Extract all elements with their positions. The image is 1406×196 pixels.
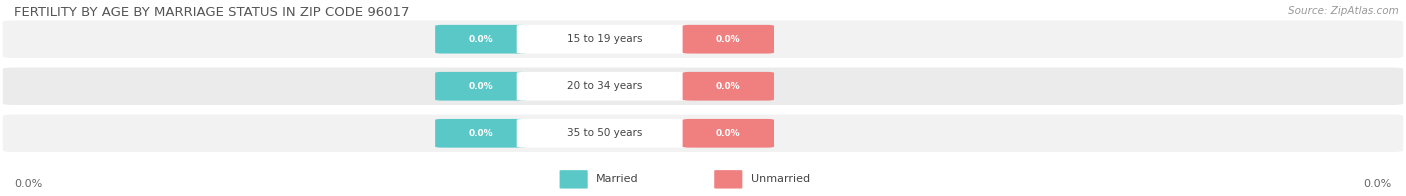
FancyBboxPatch shape: [560, 170, 588, 189]
Text: 0.0%: 0.0%: [468, 82, 494, 91]
Text: 0.0%: 0.0%: [1364, 179, 1392, 189]
Text: 35 to 50 years: 35 to 50 years: [567, 128, 643, 138]
FancyBboxPatch shape: [436, 25, 527, 54]
FancyBboxPatch shape: [436, 72, 527, 101]
Text: FERTILITY BY AGE BY MARRIAGE STATUS IN ZIP CODE 96017: FERTILITY BY AGE BY MARRIAGE STATUS IN Z…: [14, 6, 409, 19]
Text: 0.0%: 0.0%: [716, 129, 741, 138]
FancyBboxPatch shape: [714, 170, 742, 189]
Text: Married: Married: [596, 174, 638, 184]
FancyBboxPatch shape: [436, 119, 527, 148]
Text: 20 to 34 years: 20 to 34 years: [567, 81, 643, 91]
Text: 0.0%: 0.0%: [716, 35, 741, 44]
Text: Unmarried: Unmarried: [751, 174, 810, 184]
FancyBboxPatch shape: [3, 114, 1403, 152]
FancyBboxPatch shape: [517, 72, 693, 101]
Text: 15 to 19 years: 15 to 19 years: [567, 34, 643, 44]
Text: 0.0%: 0.0%: [716, 82, 741, 91]
Text: 0.0%: 0.0%: [468, 129, 494, 138]
FancyBboxPatch shape: [3, 21, 1403, 58]
Text: Source: ZipAtlas.com: Source: ZipAtlas.com: [1288, 6, 1399, 16]
FancyBboxPatch shape: [683, 72, 773, 101]
Text: 0.0%: 0.0%: [14, 179, 42, 189]
FancyBboxPatch shape: [3, 67, 1403, 105]
FancyBboxPatch shape: [683, 119, 773, 148]
Text: 0.0%: 0.0%: [468, 35, 494, 44]
FancyBboxPatch shape: [517, 25, 693, 54]
FancyBboxPatch shape: [517, 119, 693, 148]
FancyBboxPatch shape: [683, 25, 773, 54]
